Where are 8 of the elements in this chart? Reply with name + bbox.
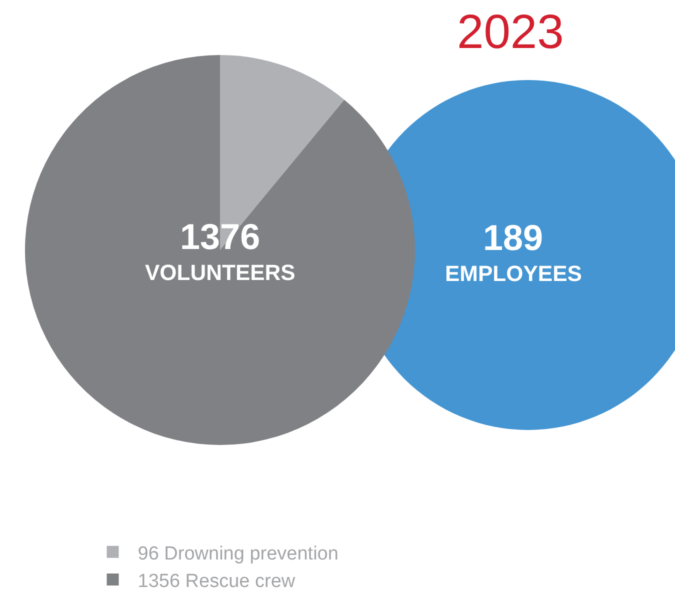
text: 1376 [180,216,260,257]
category-label: EMPLOYEES [445,261,582,286]
text: 2023 [457,6,564,59]
pie-slice [25,55,415,445]
data-label: 189 [483,217,544,258]
legend-label: 96 Drowning prevention [138,543,338,564]
legend-label: 1356 Rescue crew [138,570,296,592]
text: VOLUNTEERS [145,260,296,285]
